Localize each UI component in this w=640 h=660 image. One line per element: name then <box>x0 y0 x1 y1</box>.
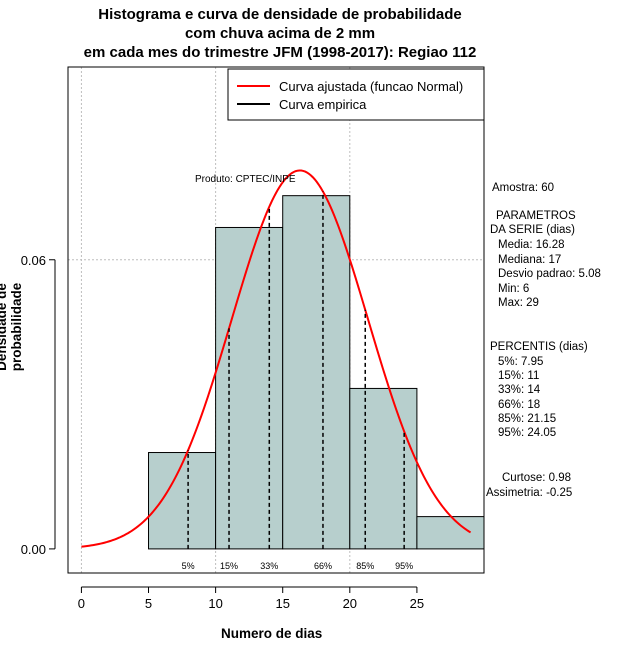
stat-assimetria: Assimetria: -0.25 <box>486 487 573 499</box>
x-tick-label: 5 <box>145 596 152 611</box>
legend-fitted-label: Curva ajustada (funcao Normal) <box>279 79 463 94</box>
stat-amostra: Amostra: 60 <box>492 182 554 194</box>
stat-percentis-title: PERCENTIS (dias) <box>490 341 588 353</box>
chart-title-line2: com chuva acima de 2 mm <box>184 25 376 42</box>
y-tick-label: 0.00 <box>21 542 46 557</box>
legend-box <box>227 68 485 121</box>
percentile-label: 33% <box>260 561 278 571</box>
stat-media: Media: 16.28 <box>498 239 565 251</box>
percentile-layer: 5% 15% 33% 66% 85% 95% <box>182 191 413 571</box>
histogram-bar <box>148 452 217 550</box>
stat-p95: 95%: 24.05 <box>498 427 557 439</box>
histogram-bar <box>282 195 351 550</box>
legend-empirical-label: Curva empirica <box>279 97 367 112</box>
stat-max: Max: 29 <box>498 297 539 309</box>
stat-desvio: Desvio padrao: 5.08 <box>498 268 601 280</box>
histogram-bar <box>349 387 418 550</box>
chart-title-line1: Histograma e curva de densidade de proba… <box>98 6 462 23</box>
legend: Curva ajustada (funcao Normal) Curva emp… <box>227 68 485 121</box>
percentile-label: 5% <box>182 561 195 571</box>
product-label: Produto: CPTEC/INPE <box>195 174 296 185</box>
curve-layer <box>81 169 472 548</box>
x-tick-label: 10 <box>208 596 222 611</box>
axes-layer: 0 5 10 15 20 25 0.00 0.06 <box>21 253 424 611</box>
chart-title-line3: em cada mes do trimestre JFM (1998-2017)… <box>83 44 477 61</box>
normal-fit-curve <box>81 169 472 548</box>
plot-box <box>67 66 485 574</box>
percentile-label: 85% <box>356 561 374 571</box>
histogram-bar <box>215 226 284 550</box>
stat-params-title2: DA SERIE (dias) <box>490 224 575 236</box>
x-tick-label: 20 <box>343 596 357 611</box>
percentile-label: 15% <box>220 561 238 571</box>
stat-p15: 15%: 11 <box>498 370 540 382</box>
stat-curtose: Curtose: 0.98 <box>502 472 572 484</box>
stat-min: Min: 6 <box>498 283 530 295</box>
x-tick-label: 25 <box>410 596 424 611</box>
percentile-label: 95% <box>395 561 413 571</box>
y-tick-label: 0.06 <box>21 253 46 268</box>
stat-params-title1: PARAMETROS <box>496 210 576 222</box>
y-axis-title: Densidade de probabilidade <box>0 282 24 372</box>
stat-p66: 66%: 18 <box>498 399 541 411</box>
x-axis-title: Numero de dias <box>221 626 323 641</box>
stat-p33: 33%: 14 <box>498 384 541 396</box>
histogram-bar <box>416 516 485 550</box>
percentile-label: 66% <box>314 561 332 571</box>
stat-p5: 5%: 7.95 <box>498 356 544 368</box>
x-tick-label: 15 <box>275 596 289 611</box>
bars-layer <box>148 195 485 550</box>
stat-p85: 85%: 21.15 <box>498 413 557 425</box>
x-tick-label: 0 <box>78 596 85 611</box>
stat-mediana: Mediana: 17 <box>498 254 562 266</box>
